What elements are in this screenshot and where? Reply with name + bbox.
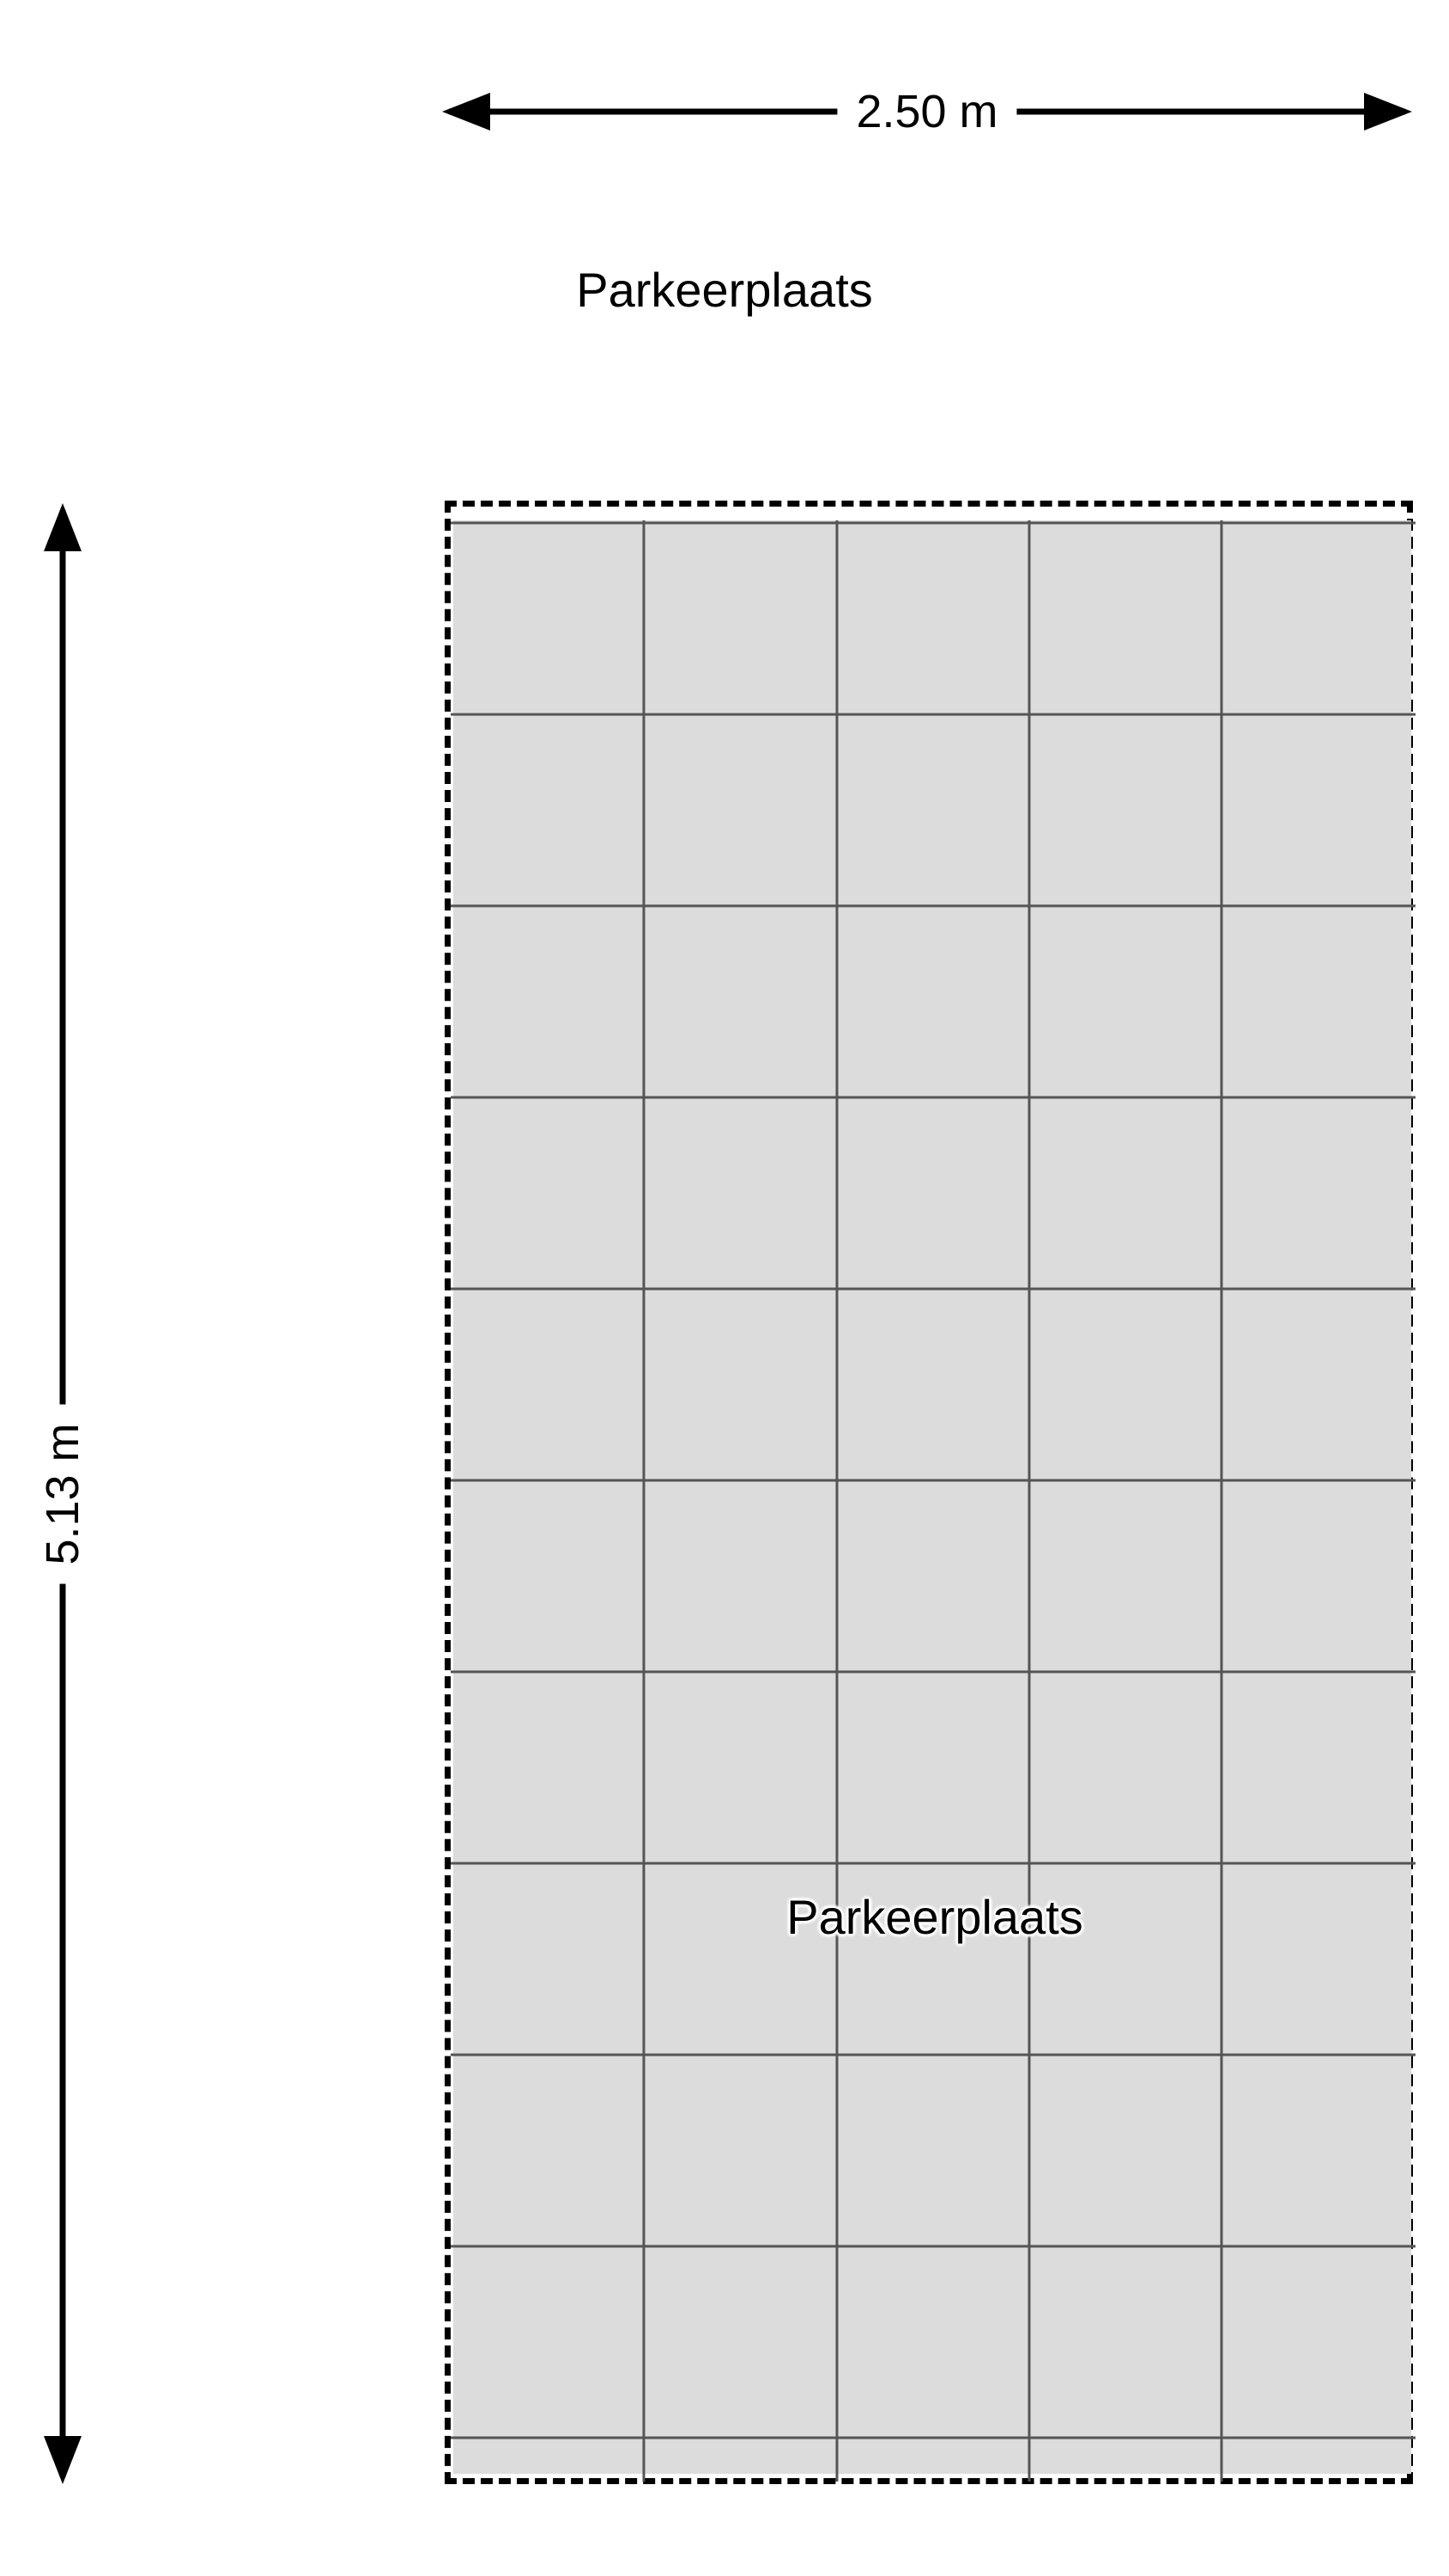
left-dimension-label: 5.13 m	[37, 1403, 88, 1584]
down-arrowhead-icon	[44, 2436, 82, 2484]
top-dimension-label: 2.50 m	[837, 88, 1017, 135]
up-arrowhead-icon	[44, 503, 82, 551]
room-label: Parkeerplaats	[786, 1890, 1083, 1944]
left-dimension: 5.13 m	[37, 503, 88, 2484]
top-dimension: 2.50 m	[442, 86, 1412, 137]
right-arrowhead-icon	[1364, 93, 1412, 131]
left-arrowhead-icon	[442, 93, 490, 131]
tile-grid	[451, 520, 1416, 2482]
room-fill	[453, 520, 1411, 2474]
page-title: Parkeerplaats	[576, 263, 873, 317]
room-outline: Parkeerplaats	[445, 501, 1416, 2484]
